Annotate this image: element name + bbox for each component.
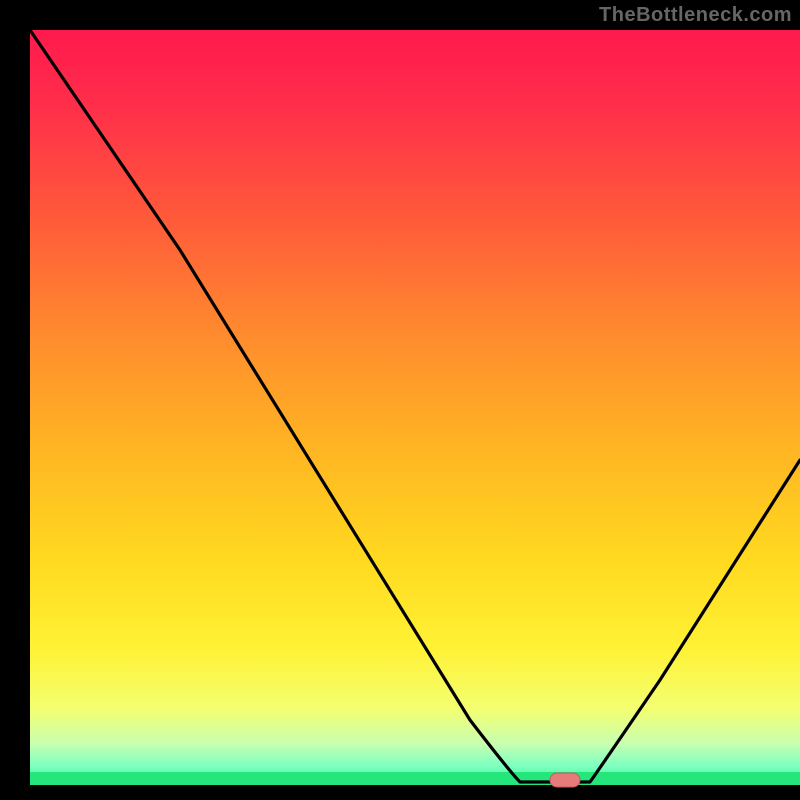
chart-stage: TheBottleneck.com	[0, 0, 800, 800]
gradient-background	[30, 30, 800, 785]
chart-svg	[0, 0, 800, 800]
watermark-text: TheBottleneck.com	[599, 4, 792, 27]
optimal-marker[interactable]	[550, 773, 580, 787]
green-band	[30, 772, 800, 785]
